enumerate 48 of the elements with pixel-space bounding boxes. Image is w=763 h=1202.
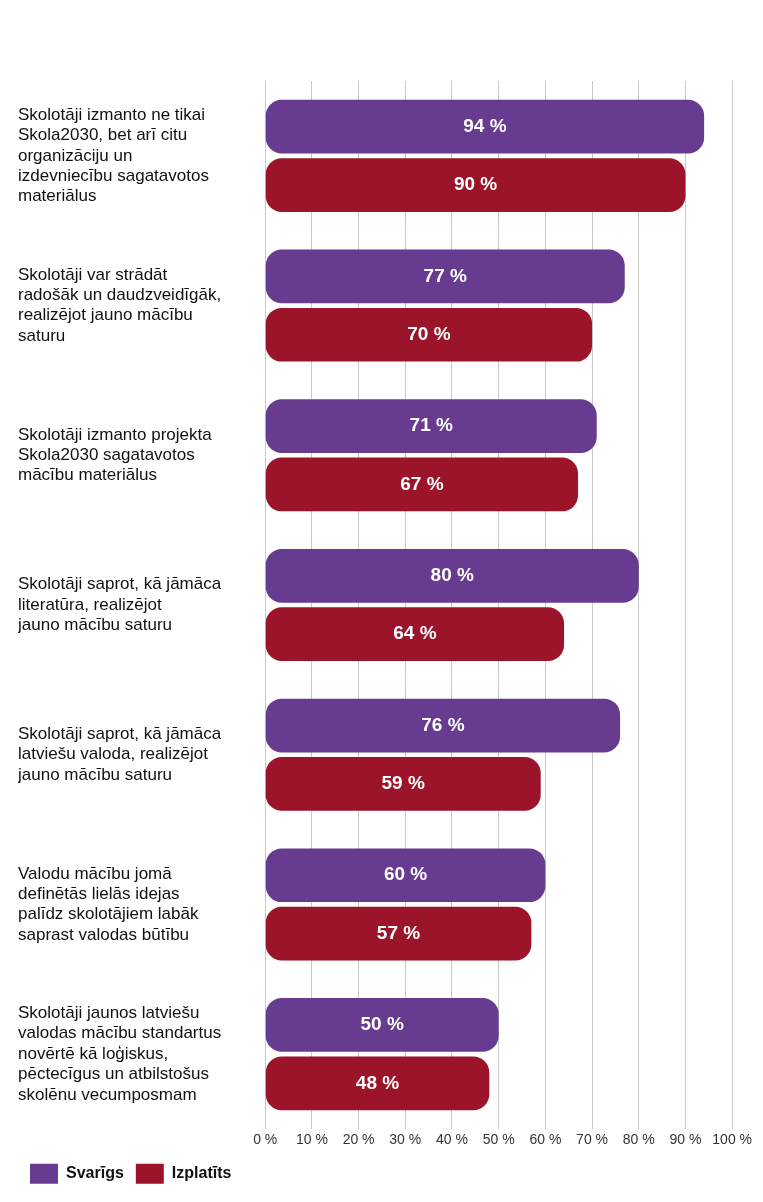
data-label: 64 % [393, 622, 437, 644]
bar [265, 698, 621, 753]
x-tick-label: 90 % [669, 1131, 702, 1148]
y-tick-label: Skolotāji izmanto projekta Skola2030 sagatavotos mācību materiālus [18, 424, 213, 485]
bar [265, 457, 579, 512]
data-label: 80 % [430, 564, 474, 586]
data-label: 48 % [355, 1071, 400, 1093]
legend-label: Izplatīts [171, 1164, 232, 1182]
bar [265, 399, 597, 453]
data-label: 59 % [381, 772, 425, 794]
x-tick-label: 30 % [389, 1131, 422, 1148]
bar [265, 906, 532, 961]
x-tick-label: 70 % [576, 1131, 609, 1148]
x-tick-label: 40 % [436, 1131, 468, 1148]
bar [265, 998, 499, 1052]
bar [265, 607, 565, 662]
data-label: 70 % [407, 323, 451, 344]
bar [265, 307, 593, 362]
x-tick-label: 60 % [529, 1131, 562, 1148]
bar [265, 1056, 490, 1111]
data-label: 50 % [360, 1013, 404, 1035]
bar [265, 158, 686, 212]
bar [265, 757, 541, 811]
data-label: 76 % [421, 713, 465, 735]
bar [265, 848, 546, 903]
data-label: 77 % [423, 264, 467, 286]
x-tick-label: 20 % [342, 1131, 375, 1148]
y-tick-label: Skolotāji izmanto ne tikai Skola2030, bet arī citu organizāciju un izdevniecību sagatavotos materiālus [18, 104, 209, 206]
y-tick-label: Valodu mācību jomā definētās lielās idejas palīdz skolotājiem labāk saprast valodas būtību [18, 863, 199, 944]
bar [265, 99, 705, 154]
x-tick-label: 10 % [295, 1131, 328, 1148]
y-tick-label: Skolotāji var strādāt radošāk un daudzveidīgāk, realizējot jauno mācību saturu [18, 264, 222, 345]
y-tick-label: Skolotāji saprot, kā jāmāca latviešu valoda, realizējot jauno mācību saturu [17, 724, 222, 784]
x-tick-label: 50 % [482, 1131, 515, 1148]
y-tick-label: Skolotāji jaunos latviešu valodas mācību standartus novērtē kā loģiskus, pēctecīgus un atbilstošus skolēnu vecumposmam [18, 1003, 222, 1104]
data-label: 57 % [376, 921, 421, 943]
bar [265, 548, 639, 603]
data-label: 71 % [409, 414, 453, 436]
x-tick-label: 0 % [253, 1131, 278, 1148]
data-label: 90 % [453, 173, 498, 195]
y-tick-label: Skolotāji saprot, kā jāmāca literatūra, realizējot jauno mācību saturu [17, 574, 222, 635]
data-label: 94 % [463, 114, 507, 136]
legend-label: Svarīgs [66, 1164, 124, 1182]
x-tick-label: 80 % [622, 1131, 655, 1148]
data-label: 60 % [383, 863, 428, 885]
data-label: 67 % [400, 472, 444, 494]
x-tick-label: 100 % [712, 1131, 752, 1148]
bar [265, 249, 625, 304]
